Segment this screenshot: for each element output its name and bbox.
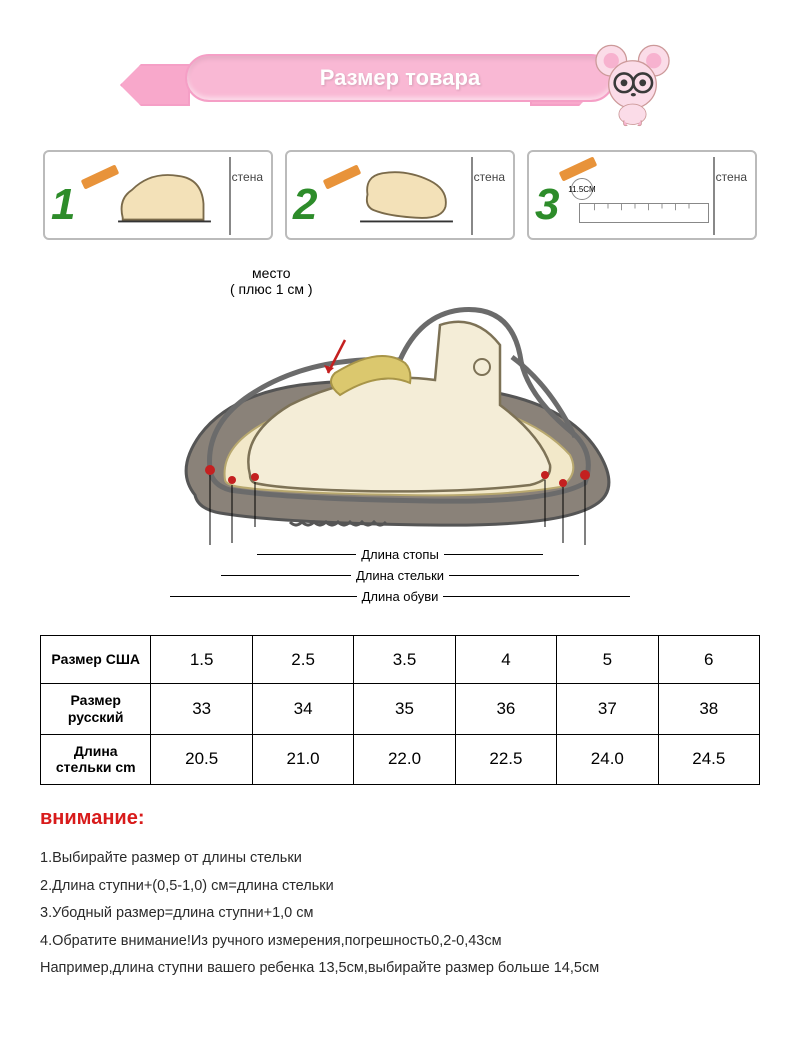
wall-label: стена bbox=[474, 170, 505, 184]
table-cell: 35 bbox=[354, 684, 455, 735]
dim-label: Длина стопы bbox=[356, 547, 444, 562]
table-cell: 24.0 bbox=[557, 734, 658, 785]
table-cell: 22.0 bbox=[354, 734, 455, 785]
header-banner: Размер товара bbox=[80, 50, 720, 120]
table-cell: 34 bbox=[252, 684, 353, 735]
table-cell: 20.5 bbox=[151, 734, 252, 785]
table-cell: 4 bbox=[455, 636, 556, 684]
table-row: Длина стельки cm 20.5 21.0 22.0 22.5 24.… bbox=[41, 734, 760, 785]
dim-label: Длина стельки bbox=[351, 568, 449, 583]
pencil-icon bbox=[81, 164, 120, 189]
step-box-3: 3 11.5CM стена bbox=[527, 150, 757, 240]
table-cell: 36 bbox=[455, 684, 556, 735]
dimension-lines: Длина стопы Длина стельки Длина обуви bbox=[170, 545, 630, 615]
table-cell: 21.0 bbox=[252, 734, 353, 785]
foot-top-icon bbox=[359, 162, 454, 227]
step-number: 2 bbox=[293, 180, 317, 230]
table-cell: 3.5 bbox=[354, 636, 455, 684]
dim-foot-length: Длина стопы bbox=[170, 545, 630, 563]
step-box-2: 2 стена bbox=[285, 150, 515, 240]
table-cell: 5 bbox=[557, 636, 658, 684]
notice-section: внимание: 1.Выбирайте размер от длины ст… bbox=[40, 807, 760, 983]
row-header-insole: Длина стельки cm bbox=[41, 734, 151, 785]
pencil-icon bbox=[323, 164, 362, 189]
wall-line bbox=[471, 157, 473, 235]
notice-item: 3.Убодный размер=длина ступни+1,0 см bbox=[40, 900, 760, 928]
wall-label: стена bbox=[232, 170, 263, 184]
notice-item: 2.Длина ступни+(0,5-1,0) см=длина стельк… bbox=[40, 873, 760, 901]
ribbon-tail-left bbox=[120, 64, 190, 106]
measurement-steps: 1 стена 2 стена 3 bbox=[40, 150, 760, 240]
notice-item: 1.Выбирайте размер от длины стельки bbox=[40, 845, 760, 873]
row-header-us: Размер США bbox=[41, 636, 151, 684]
notice-list: 1.Выбирайте размер от длины стельки 2.Дл… bbox=[40, 845, 760, 983]
table-cell: 38 bbox=[658, 684, 759, 735]
step-box-1: 1 стена bbox=[43, 150, 273, 240]
ruler-reading: 11.5CM bbox=[571, 178, 593, 200]
mascot-icon bbox=[590, 42, 675, 127]
step-number: 3 bbox=[535, 180, 559, 230]
table-cell: 33 bbox=[151, 684, 252, 735]
step-number: 1 bbox=[51, 180, 75, 230]
ribbon-center: Размер товара bbox=[185, 54, 615, 102]
table-row: Размер русский 33 34 35 36 37 38 bbox=[41, 684, 760, 735]
shoe-diagram: место ( плюс 1 см ) bbox=[100, 265, 700, 615]
table-cell: 24.5 bbox=[658, 734, 759, 785]
foot-side-icon bbox=[117, 162, 212, 227]
table-row: Размер США 1.5 2.5 3.5 4 5 6 bbox=[41, 636, 760, 684]
dim-insole-length: Длина стельки bbox=[170, 566, 630, 584]
row-header-ru: Размер русский bbox=[41, 684, 151, 735]
notice-title: внимание: bbox=[40, 807, 760, 830]
table-cell: 22.5 bbox=[455, 734, 556, 785]
place-label: место ( плюс 1 см ) bbox=[230, 265, 313, 297]
dim-shoe-length: Длина обуви bbox=[170, 587, 630, 605]
notice-item: Например,длина ступни вашего ребенка 13,… bbox=[40, 955, 760, 983]
place-label-line1: место bbox=[230, 265, 313, 281]
table-cell: 2.5 bbox=[252, 636, 353, 684]
size-table: Размер США 1.5 2.5 3.5 4 5 6 Размер русс… bbox=[40, 635, 760, 785]
table-cell: 6 bbox=[658, 636, 759, 684]
wall-line bbox=[229, 157, 231, 235]
wall-label: стена bbox=[716, 170, 747, 184]
table-cell: 1.5 bbox=[151, 636, 252, 684]
dim-label: Длина обуви bbox=[357, 589, 444, 604]
banner-title: Размер товара bbox=[320, 65, 480, 91]
ruler-icon bbox=[579, 203, 709, 223]
table-cell: 37 bbox=[557, 684, 658, 735]
shoe-illustration bbox=[180, 295, 620, 545]
notice-item: 4.Обратите внимание!Из ручного измерения… bbox=[40, 928, 760, 956]
wall-line bbox=[713, 157, 715, 235]
